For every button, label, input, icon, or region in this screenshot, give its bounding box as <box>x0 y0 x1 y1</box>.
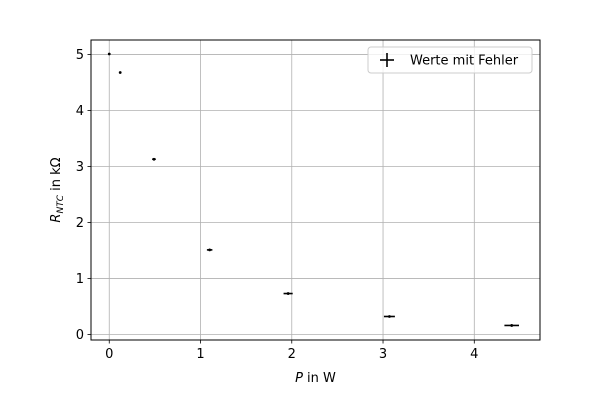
point-marker <box>208 248 212 252</box>
data-point <box>504 324 520 327</box>
data-point <box>383 315 395 318</box>
x-tick-label: 2 <box>288 347 296 362</box>
point-marker <box>510 324 514 327</box>
x-axis-label-unit: in W <box>303 371 336 386</box>
data-point <box>118 71 122 74</box>
y-axis-label-unit: in kΩ <box>49 157 64 195</box>
y-tick-label: 1 <box>76 272 84 287</box>
data-point <box>152 157 156 161</box>
y-axis-label-symbol: R <box>49 214 64 223</box>
plot-frame <box>90 39 541 341</box>
data-point <box>107 52 111 56</box>
y-axis-label-subscript: NTC <box>56 194 66 213</box>
x-axis-label-symbol: P <box>295 371 303 386</box>
x-tick-label: 0 <box>105 347 113 362</box>
data-points <box>107 52 520 327</box>
x-tick-label: 3 <box>379 347 387 362</box>
legend-entry-label: Werte mit Fehler <box>410 54 519 69</box>
data-point <box>206 248 213 252</box>
x-axis-label: P in W <box>295 371 336 386</box>
data-point <box>283 292 293 295</box>
x-tick-label: 4 <box>470 347 478 362</box>
point-marker <box>286 292 290 295</box>
y-tick-label: 2 <box>76 216 84 231</box>
point-marker <box>388 315 391 318</box>
y-tick-label: 3 <box>76 160 84 175</box>
point-marker <box>107 52 111 56</box>
legend-box <box>367 46 533 74</box>
legend: Werte mit Fehler <box>367 46 533 74</box>
y-axis-label: RNTC in kΩ <box>49 157 66 222</box>
x-tick-label: 1 <box>196 347 204 362</box>
y-tick-label: 0 <box>76 328 84 343</box>
ticks: 0 1 2 3 4 0 1 2 3 4 5 <box>76 48 479 362</box>
point-marker <box>118 71 122 74</box>
y-tick-label: 4 <box>76 104 84 119</box>
point-marker <box>152 157 156 161</box>
y-tick-label: 5 <box>76 48 84 63</box>
